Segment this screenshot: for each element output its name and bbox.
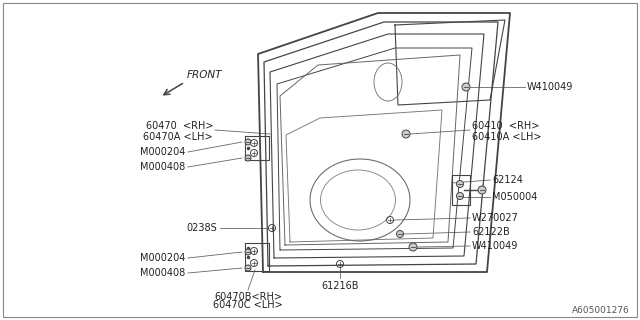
Circle shape [409,243,417,251]
Text: 60470B<RH>: 60470B<RH> [214,292,282,302]
Circle shape [462,83,470,91]
Text: 60470A <LH>: 60470A <LH> [143,132,213,142]
Text: 60470C <LH>: 60470C <LH> [213,300,283,310]
Text: M000204: M000204 [140,253,185,263]
Text: W410049: W410049 [527,82,573,92]
Circle shape [245,155,251,161]
Text: A605001276: A605001276 [572,306,630,315]
Text: FRONT: FRONT [187,70,223,80]
Circle shape [456,180,463,188]
Circle shape [245,249,251,255]
Circle shape [478,186,486,194]
Text: M000408: M000408 [140,162,185,172]
Text: M000408: M000408 [140,268,185,278]
Text: W410049: W410049 [472,241,518,251]
Circle shape [397,230,403,237]
Text: W270027: W270027 [472,213,519,223]
Circle shape [245,139,251,145]
Text: 60470  <RH>: 60470 <RH> [145,121,213,131]
Text: M050004: M050004 [492,192,538,202]
Text: 60410A <LH>: 60410A <LH> [472,132,541,142]
Text: 62122B: 62122B [472,227,509,237]
Text: M000204: M000204 [140,147,185,157]
Text: 60410  <RH>: 60410 <RH> [472,121,540,131]
Circle shape [456,193,463,199]
Text: 62124: 62124 [492,175,523,185]
Text: 0238S: 0238S [186,223,217,233]
Circle shape [402,130,410,138]
Circle shape [245,265,251,271]
Text: 61216B: 61216B [321,281,359,291]
